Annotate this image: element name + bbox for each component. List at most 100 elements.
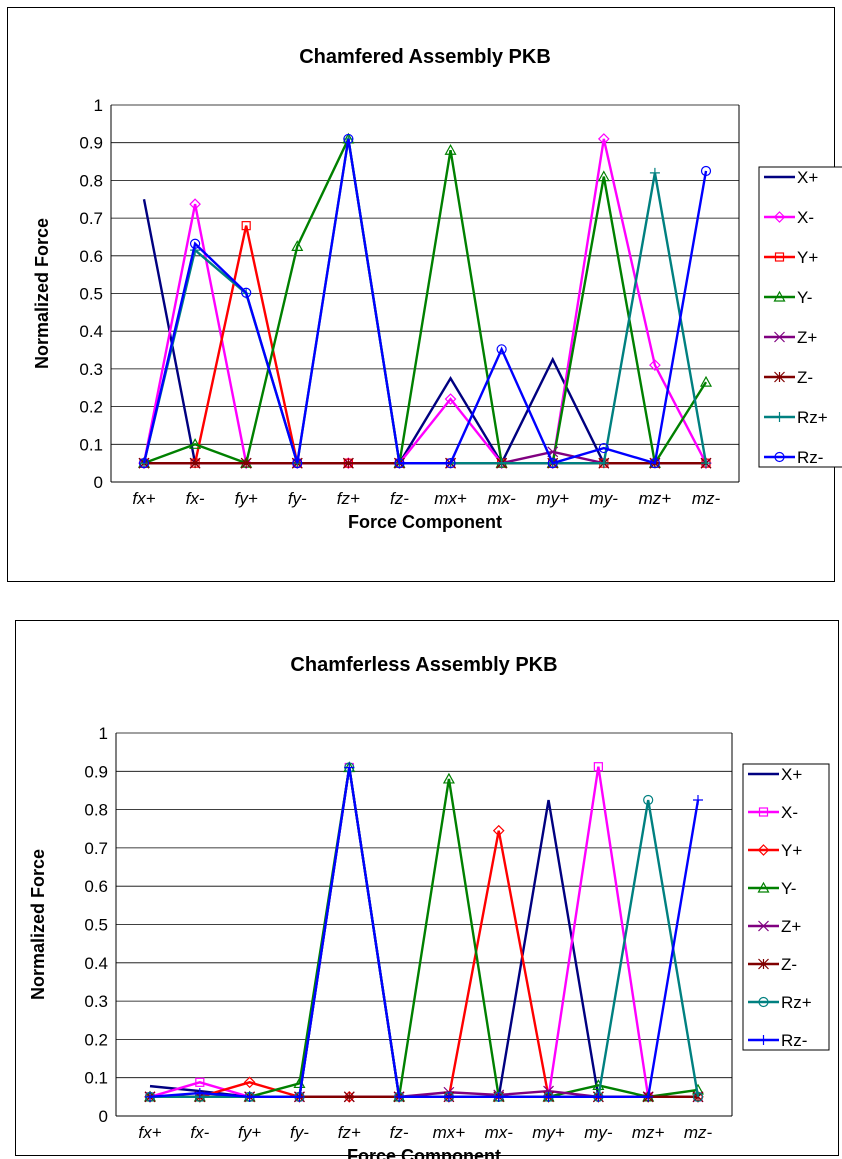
data-point (195, 1077, 205, 1087)
x-axis-title: Force Component (347, 1146, 501, 1159)
data-point (693, 795, 703, 806)
legend-marker (757, 881, 770, 893)
x-tick-label: mx+ (433, 1123, 466, 1142)
x-tick-label: mz+ (632, 1123, 665, 1142)
y-tick-label: 0 (99, 1107, 108, 1126)
legend-label: Y+ (797, 248, 818, 267)
x-tick-label: fy- (290, 1123, 309, 1142)
chart-chamferless: Chamferless Assembly PKB 0 0.1 0.2 0.3 0.4 0.5… (28, 654, 830, 1159)
data-point (643, 1091, 654, 1102)
y-tick-label: 0.6 (79, 247, 103, 266)
legend-label: Rz+ (781, 993, 812, 1012)
data-point (692, 1091, 704, 1102)
data-point (700, 165, 712, 177)
legend-marker (774, 412, 785, 422)
y-tick-label: 0.6 (84, 877, 108, 896)
legend-label: Y- (797, 288, 812, 307)
data-point (343, 133, 354, 145)
data-point (597, 170, 610, 182)
y-tick-label: 0.8 (84, 801, 108, 820)
legend-label: Y- (781, 879, 796, 898)
legend-label: Z- (781, 955, 797, 974)
legend-marker (774, 252, 785, 262)
data-point (444, 393, 457, 405)
data-point (240, 457, 252, 469)
series-line (144, 225, 706, 465)
legend-label: X- (797, 208, 814, 227)
data-point (597, 133, 610, 145)
data-point (643, 794, 654, 806)
x-axis-title: Force Component (348, 512, 502, 532)
y-tick-label: 0.3 (79, 360, 103, 379)
data-point (145, 1091, 155, 1102)
data-point (291, 240, 304, 251)
y-tick-label: 0.9 (79, 134, 103, 153)
legend-marker (758, 807, 769, 817)
legend-marker (757, 844, 770, 856)
data-point (394, 458, 405, 469)
x-tick-label: fy+ (235, 489, 258, 508)
chart-chamferless-frame: Chamferless Assembly PKB 0 0.1 0.2 0.3 0.4 0.5… (15, 620, 839, 1159)
x-tick-label: my+ (536, 489, 569, 508)
x-tick-label: mz+ (639, 489, 672, 508)
y-tick-label: 0.5 (84, 916, 108, 935)
data-point (699, 375, 713, 387)
data-point (394, 1091, 405, 1102)
data-point (342, 457, 354, 469)
data-point (593, 1091, 604, 1102)
data-point (649, 167, 660, 178)
legend-marker (774, 451, 785, 463)
legend-label: Rz- (781, 1031, 807, 1050)
legend-label: Y+ (781, 841, 802, 860)
series-y-minusplus (144, 824, 704, 1103)
series-rz-minus (138, 133, 712, 469)
data-point (292, 458, 303, 469)
legend: X+ X- Y+ Y- Z+ Z- Rz+ Rz- (742, 763, 830, 1051)
x-tick-label: my+ (532, 1123, 565, 1142)
legend-label: Rz- (797, 448, 823, 467)
x-tick-label: mz- (684, 1123, 713, 1142)
data-point (442, 772, 455, 784)
data-point (496, 344, 507, 355)
data-point (492, 824, 505, 837)
legend-marker (758, 920, 769, 932)
y-tick-label: 0.7 (84, 839, 108, 858)
legend-label: X+ (797, 168, 818, 187)
data-point (598, 458, 609, 469)
data-point (547, 458, 558, 469)
y-tick-label: 0.9 (84, 762, 108, 781)
legend-marker (774, 331, 785, 343)
data-point (649, 359, 661, 371)
y-tick-label: 0.4 (84, 954, 108, 973)
y-axis-title: Normalized Force (28, 849, 48, 1000)
series-line (143, 134, 708, 467)
data-point (241, 221, 251, 231)
x-tick-label: my- (590, 489, 619, 508)
data-point (593, 762, 603, 772)
y-tick-label: 0.3 (84, 992, 108, 1011)
data-point (241, 287, 252, 298)
data-point (189, 238, 201, 249)
y-tick-label: 1 (94, 96, 103, 115)
chart-chamfered-frame: Chamfered Assembly PKB 0 0.1 0.2 0.3 0.4 0.5 0.… (7, 7, 842, 582)
series-line (150, 830, 698, 1099)
legend: X+ X- Y+ Y- Z+ Z- Rz+ Rz- (758, 166, 842, 468)
data-point (194, 1088, 205, 1099)
data-point (294, 1091, 305, 1102)
x-tick-label: my- (584, 1123, 613, 1142)
series-line (142, 138, 708, 465)
y-tick-label: 0.1 (79, 435, 103, 454)
x-tick-label: fx- (186, 489, 205, 508)
data-point (701, 458, 711, 469)
data-point (443, 1091, 454, 1102)
data-point (243, 1076, 256, 1089)
legend-label: Z+ (781, 917, 801, 936)
legend-label: X- (781, 803, 798, 822)
y-tick-label: 0.8 (79, 171, 103, 190)
chart-chamfered: Chamfered Assembly PKB 0 0.1 0.2 0.3 0.4 0.5 0.… (32, 46, 842, 532)
x-tick-label: fx- (190, 1123, 209, 1142)
data-point (344, 762, 355, 773)
chart-title: Chamfered Assembly PKB (299, 46, 551, 68)
series-z-minusplus (138, 446, 712, 469)
y-tick-label: 0.2 (79, 398, 103, 417)
